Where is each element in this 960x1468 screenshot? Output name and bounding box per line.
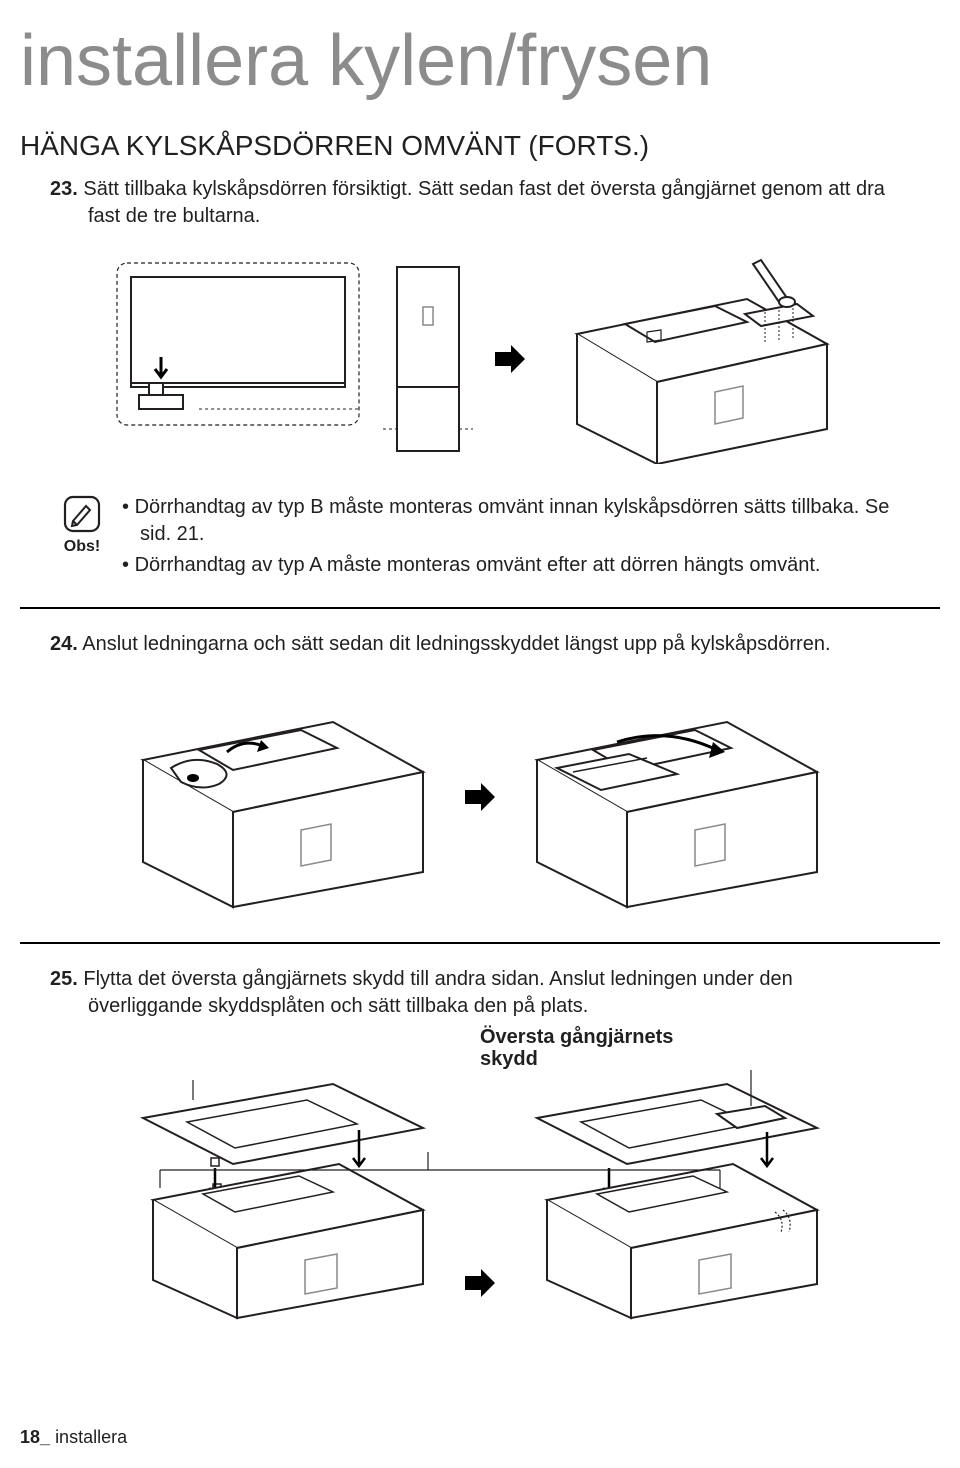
note-item-1: • Dörrhandtag av typ B måste monteras om… [122,494,910,548]
figure-row-3 [50,1070,910,1320]
step-25-number: 25. [50,968,78,990]
step-23: 23. Sätt tillbaka kylskåpsdörren försikt… [50,176,910,230]
callout-line-2: skydd [480,1048,538,1070]
step-23-number: 23. [50,178,78,200]
figure-cover-before [123,1070,443,1320]
arrow-right-icon [463,1266,497,1300]
step-24-number: 24. [50,633,78,655]
pencil-note-icon [62,494,102,534]
step-23-text: Sätt tillbaka kylskåpsdörren försiktigt.… [83,178,885,227]
footer-section: installera [55,1427,127,1447]
figure-top-hinge-install [547,254,847,464]
figure-row-2 [50,682,910,912]
figure-wire-after [517,682,837,912]
step-25: 25. Flytta det översta gångjärnets skydd… [50,966,910,1020]
section-heading: HÄNGA KYLSKÅPSDÖRREN OMVÄNT (FORTS.) [20,130,910,162]
step-25-text: Flytta det översta gångjärnets skydd til… [83,968,792,1017]
callout-hinge-cover: Översta gångjärnets skydd [480,1026,673,1070]
step-24: 24. Anslut ledningarna och sätt sedan di… [50,631,910,658]
note-item-2: • Dörrhandtag av typ A måste monteras om… [122,552,910,579]
note-list: • Dörrhandtag av typ B måste monteras om… [122,494,910,583]
figure-door-bottom-detail [113,259,363,459]
page-footer: 18_ installera [20,1427,127,1448]
separator-1 [20,607,940,609]
arrow-right-icon [463,780,497,814]
figure-cover-after [517,1070,837,1320]
page-number: 18_ [20,1427,50,1447]
page-title: installera kylen/frysen [20,20,910,102]
step-24-text: Anslut ledningarna och sätt sedan dit le… [82,633,830,655]
note-label: Obs! [60,538,104,556]
separator-2 [20,942,940,944]
figure-full-fridge [383,259,473,459]
note-icon: Obs! [60,494,104,583]
note-item-2-text: Dörrhandtag av typ A måste monteras omvä… [135,554,821,576]
note-box: Obs! • Dörrhandtag av typ B måste monter… [60,494,910,583]
note-item-1-text: Dörrhandtag av typ B måste monteras omvä… [135,496,890,545]
figure-row-1 [50,254,910,464]
arrow-right-icon [493,342,527,376]
callout-line-1: Översta gångjärnets [480,1026,673,1048]
figure-wire-before [123,682,443,912]
